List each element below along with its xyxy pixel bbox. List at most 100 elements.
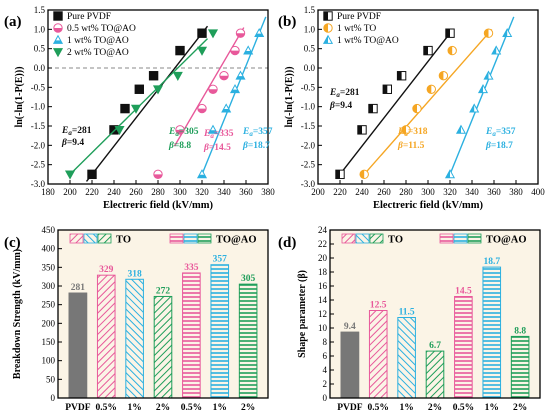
x-tick-label: 340 <box>217 187 231 197</box>
annotation: β=9.4 <box>329 101 352 111</box>
annotation-value: =357 <box>253 127 273 137</box>
data-point <box>401 125 411 135</box>
legend-swatch <box>183 233 198 244</box>
y-tick-label: 24 <box>318 225 328 235</box>
data-point-fill <box>401 125 406 135</box>
data-point <box>152 85 164 95</box>
data-point-fill <box>423 46 428 55</box>
data-point-fill <box>470 104 475 112</box>
annotation-symbol: β <box>168 141 174 151</box>
annotation-symbol: β <box>242 141 248 151</box>
y-tick-label: 18 <box>318 267 328 277</box>
data-point <box>175 125 185 135</box>
x-tick-label: 360 <box>239 187 253 197</box>
data-point-fill <box>208 89 218 94</box>
data-point <box>469 103 480 113</box>
data-point-shape <box>197 28 207 38</box>
y-axis-title: Shape parameter (β) <box>297 270 308 358</box>
data-point <box>455 124 467 134</box>
data-point-shape <box>175 45 185 56</box>
bar <box>210 264 230 399</box>
bar-value-label: 6.7 <box>429 341 441 351</box>
annotation: Ea=281 <box>329 88 360 99</box>
legend-marker <box>52 34 64 44</box>
y-tick-label: 400 <box>42 244 56 254</box>
annotation: β=18.7 <box>485 141 513 151</box>
data-point-fill <box>492 46 497 54</box>
y-tick-label: -0.5 <box>31 82 46 92</box>
data-point <box>368 103 378 114</box>
y-tick-label: 0 <box>323 393 328 403</box>
legend-entry: 1 wt% TO@AO <box>67 36 129 46</box>
legend-marker-shape <box>52 48 64 58</box>
annotation-value: =281 <box>72 126 92 136</box>
annotation-value: =8.8 <box>174 141 192 151</box>
bar-value-label: 357 <box>213 255 228 265</box>
y-tick-label: 12 <box>318 309 327 319</box>
y-tick-label: 8 <box>323 337 328 347</box>
x-tick-label: 180 <box>41 187 55 197</box>
y-tick-label: 1.5 <box>34 5 46 15</box>
x-tick-label: 320 <box>195 187 209 197</box>
bar-value-label: 329 <box>99 265 114 275</box>
data-point-fill <box>383 85 388 94</box>
annotation-value: =9.4 <box>335 101 353 111</box>
data-point-fill <box>197 108 207 113</box>
bar-value-label: 281 <box>71 283 86 293</box>
bar <box>368 310 388 399</box>
annotation-subscript: a <box>249 130 253 138</box>
legend-marker-fill <box>53 40 63 44</box>
data-point <box>114 126 125 136</box>
y-tick-label: 22 <box>318 239 327 249</box>
annotation-subscript: a <box>404 130 408 138</box>
data-point <box>382 84 393 94</box>
data-point <box>134 84 145 94</box>
legend-entry: Pure PVDF <box>67 12 111 22</box>
bar <box>454 296 473 399</box>
legend-marker <box>52 48 64 58</box>
annotation-symbol: β <box>203 143 209 153</box>
annotation: β=8.8 <box>168 141 191 151</box>
data-point-shape <box>152 85 164 95</box>
x-tick-label: 2% <box>513 403 527 413</box>
x-tick-label: 240 <box>107 187 121 197</box>
annotation: Ea=305 <box>168 127 199 138</box>
annotation-subscript: a <box>210 132 214 140</box>
data-point <box>426 84 436 94</box>
x-axis-title: Electreric field (kV/mm) <box>373 200 484 211</box>
x-tick-label: 1% <box>213 403 227 413</box>
y-tick-label: -1.5 <box>31 121 46 131</box>
annotation-symbol: β <box>329 101 335 111</box>
annotation-subscript: a <box>68 129 72 137</box>
legend-marker-fill <box>53 28 63 33</box>
data-point <box>120 103 130 114</box>
x-tick-label: 340 <box>465 187 479 197</box>
bar <box>182 272 201 399</box>
data-point <box>359 169 369 180</box>
annotation: β=18.7 <box>242 141 270 151</box>
annotation-symbol: E <box>329 88 336 98</box>
x-tick-label: 0.5% <box>453 403 474 413</box>
bar-value-label: 272 <box>156 286 171 296</box>
x-tick-label: 0.5% <box>368 403 389 413</box>
legend-marker-fill <box>323 11 328 21</box>
x-tick-label: 0.5% <box>96 403 117 413</box>
data-point <box>491 45 502 55</box>
data-point-fill <box>503 29 508 37</box>
data-point-fill <box>197 174 207 178</box>
annotation: β=11.5 <box>397 141 425 151</box>
y-axis-title: ln(-ln(1-P(E))) <box>14 66 25 127</box>
annotation-value: =11.5 <box>403 141 425 151</box>
x-tick-label: 380 <box>261 187 275 197</box>
legend-entry: 0.5 wt% TO@AO <box>67 24 136 34</box>
y-tick-label: 0.0 <box>304 63 316 73</box>
x-tick-label: PVDF <box>65 403 91 413</box>
legend-entry: TO@AO <box>216 235 257 246</box>
bar-value-label: 335 <box>184 263 199 273</box>
data-point <box>412 103 422 114</box>
y-tick-label: 0.5 <box>34 44 46 54</box>
bar-value-label: 8.8 <box>514 326 526 336</box>
annotation: Ea=281 <box>61 126 92 137</box>
data-point <box>502 27 513 38</box>
